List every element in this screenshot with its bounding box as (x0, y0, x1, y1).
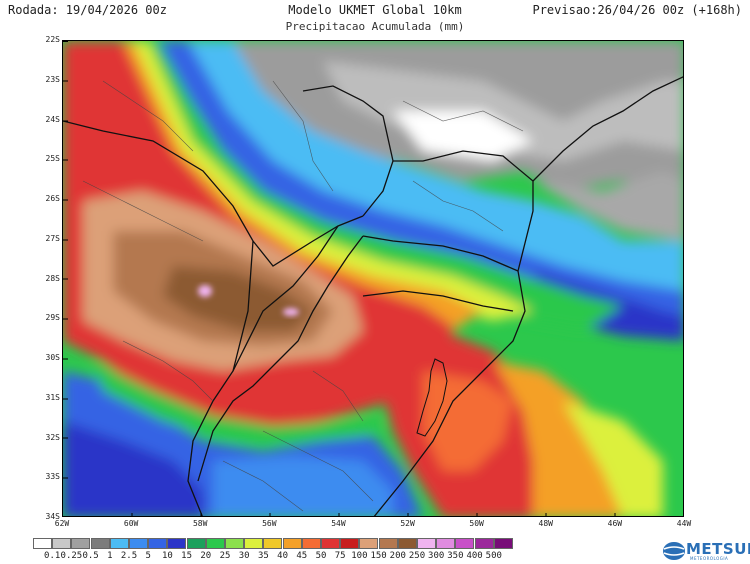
precipitation-map (62, 40, 684, 517)
lon-label-58W: 58W (192, 519, 208, 528)
legend-swatch (397, 538, 417, 549)
legend-tick-label: 250 (408, 551, 426, 561)
legend-swatch (321, 538, 340, 549)
legend-swatch (378, 538, 398, 549)
legend-tick-label: 2.5 (120, 551, 138, 561)
legend-swatch (52, 538, 72, 549)
precip-field (63, 41, 683, 516)
lagoa-dos-patos-outline (416, 358, 448, 437)
legend-tick-label: 350 (447, 551, 464, 561)
legend-tick-label: 0.25 (60, 551, 83, 561)
map-ticks (63, 41, 616, 516)
legend-tick-label: 0.5 (82, 551, 99, 561)
legend-swatch (301, 538, 321, 549)
lat-label-34S: 34S (45, 512, 60, 521)
legend-tick-label: 50 (315, 551, 327, 561)
legend-tick-label: 400 (466, 551, 483, 561)
legend-tick-label: 150 (370, 551, 387, 561)
legend-tick-label: 25 (219, 551, 231, 561)
legend-swatch (263, 538, 283, 549)
lat-label-24S: 24S (45, 114, 60, 124)
legend-swatch (33, 538, 52, 549)
legend-tick-label: 20 (200, 551, 212, 561)
lat-label-25S: 25S (45, 154, 60, 164)
legend-tick-label: 35 (257, 551, 269, 561)
legend-swatch (109, 538, 129, 549)
legend-tick-label: 5 (145, 551, 151, 561)
legend-swatch (71, 538, 91, 549)
lon-label-54W: 54W (331, 519, 346, 528)
run-time-label: Rodada: 19/04/2026 00z (8, 3, 167, 17)
metsul-logo: METSUL METEOROLOGIA (660, 540, 750, 562)
logo-subtitle: METEOROLOGIA (690, 556, 729, 561)
legend-tick-label: 300 (428, 551, 445, 561)
lat-label-28S: 28S (45, 273, 60, 283)
lat-label-26S: 26S (45, 194, 60, 203)
legend-tick-label: 75 (334, 551, 346, 561)
legend-swatch (205, 538, 225, 549)
lon-label-50W: 50W (469, 519, 484, 528)
extreme-precip-cores (198, 285, 299, 316)
legend-swatch (359, 538, 379, 549)
lat-label-29S: 29S (45, 313, 60, 323)
legend-tick-label: 500 (485, 551, 502, 561)
lon-label-56W: 56W (262, 519, 277, 528)
legend-swatch (167, 538, 187, 549)
legend-swatch (282, 538, 302, 549)
legend-swatch (417, 538, 436, 549)
forecast-time-label: Previsao:26/04/26 00z (+168h) (532, 3, 742, 17)
legend-tick-label: 15 (181, 551, 193, 561)
lat-label-23S: 23S (45, 74, 60, 84)
lon-label-48W: 48W (538, 519, 553, 528)
lon-label-52W: 52W (400, 519, 415, 528)
legend-tick-label: 0.1 (44, 551, 61, 561)
legend-swatch (340, 538, 360, 549)
legend-tick-label: 100 (351, 551, 368, 561)
lat-label-30S: 30S (45, 353, 60, 362)
lat-label-33S: 33S (45, 472, 60, 482)
legend-tick-label: 200 (389, 551, 406, 561)
lon-label-46W: 46W (607, 519, 623, 528)
legend-swatch (436, 538, 456, 549)
legend-swatch (90, 538, 110, 549)
legend-swatch (493, 538, 513, 549)
legend-swatch (474, 538, 494, 549)
lat-label-27S: 27S (45, 233, 60, 243)
logo-text: METSUL (686, 540, 750, 558)
legend-tick-label: 45 (296, 551, 308, 561)
legend-tick-label: 1 (107, 551, 113, 561)
lon-label-44W: 44W (676, 519, 692, 528)
legend-swatch (225, 538, 244, 549)
globe-icon (663, 542, 685, 560)
product-subtitle: Precipitacao Acumulada (mm) (285, 20, 465, 33)
lat-label-31S: 31S (45, 392, 60, 402)
legend-swatch (129, 538, 148, 549)
lat-label-32S: 32S (45, 432, 60, 442)
legend-tick-label: 10 (161, 551, 173, 561)
lon-label-60W: 60W (123, 519, 139, 528)
legend-swatch (455, 538, 475, 549)
legend-tick-label: 40 (277, 551, 289, 561)
legend-swatch (244, 538, 264, 549)
lon-label-62W: 62W (54, 519, 70, 528)
legend-swatch (186, 538, 206, 549)
legend-tick-label: 30 (238, 551, 250, 561)
model-title: Modelo UKMET Global 10km (288, 3, 462, 17)
lat-label-22S: 22S (45, 35, 60, 44)
municipal-lines (82, 80, 524, 512)
legend-swatch (148, 538, 168, 549)
